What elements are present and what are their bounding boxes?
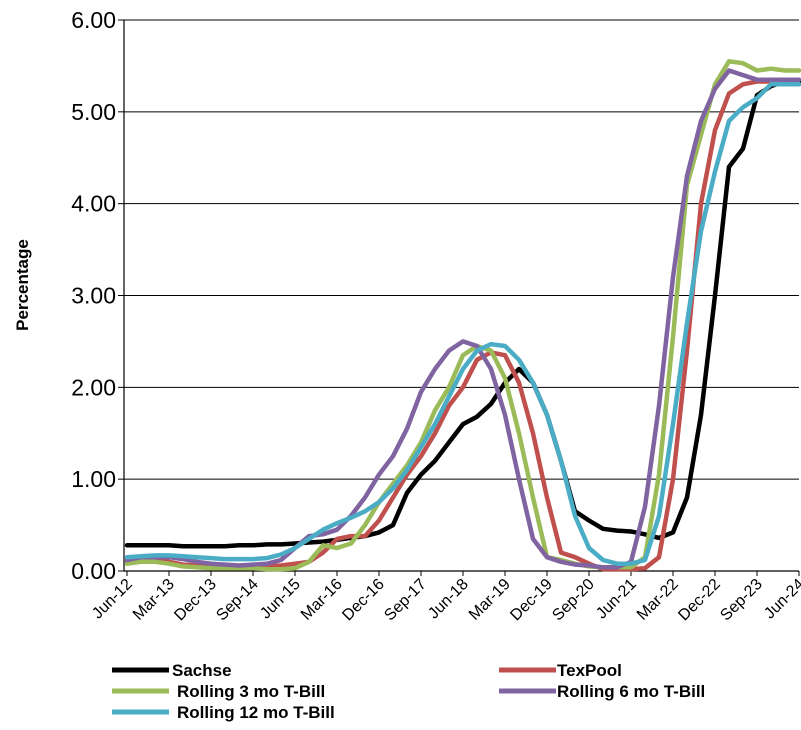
series-line-rolling-6-mo-t-bill — [124, 68, 801, 570]
series-line-texpool — [124, 79, 801, 572]
x-tick-label: Dec-13 — [171, 576, 220, 625]
legend-label-rolling-3-mo-t-bill: Rolling 3 mo T-Bill — [177, 682, 325, 701]
y-tick-label: 2.00 — [71, 374, 116, 400]
x-tick-label: Mar-22 — [634, 576, 682, 624]
x-tick-label: Jun-15 — [257, 576, 304, 623]
x-tick-label: Jun-24 — [761, 576, 801, 623]
y-tick-label: 5.00 — [71, 99, 116, 125]
x-tick-label: Jun-18 — [425, 576, 472, 623]
x-tick-label: Sep-20 — [549, 576, 598, 625]
x-tick-label: Jun-21 — [593, 576, 640, 623]
y-tick-labels: 0.00 1.00 2.00 3.00 4.00 5.00 6.00 — [71, 7, 116, 584]
y-tick-label: 0.00 — [71, 558, 116, 584]
x-tick-label: Dec-16 — [339, 576, 388, 625]
x-tick-label: Sep-14 — [213, 576, 262, 625]
x-tick-label: Sep-17 — [381, 576, 430, 625]
legend: Sachse TexPool Rolling 3 mo T-Bill Rolling … — [112, 661, 705, 722]
legend-label-rolling-6-mo-t-bill: Rolling 6 mo T-Bill — [557, 682, 705, 701]
y-tick-label: 4.00 — [71, 191, 116, 217]
legend-label-texpool: TexPool — [557, 661, 622, 680]
x-tick-labels: Jun-12Mar-13Dec-13Sep-14Jun-15Mar-16Dec-… — [89, 571, 801, 624]
gridlines — [118, 19, 799, 572]
series-line-sachse — [124, 79, 801, 549]
x-tick-label: Dec-19 — [507, 576, 556, 625]
x-tick-label: Dec-22 — [675, 576, 724, 625]
legend-label-rolling-12-mo-t-bill: Rolling 12 mo T-Bill — [177, 703, 335, 722]
series-lines — [124, 59, 801, 572]
series-line-rolling-12-mo-t-bill — [124, 82, 801, 566]
x-tick-label: Mar-16 — [298, 576, 346, 624]
y-tick-label: 3.00 — [71, 283, 116, 309]
x-tick-label: Mar-13 — [130, 576, 178, 624]
axes — [123, 20, 799, 572]
x-tick-label: Sep-23 — [717, 576, 766, 625]
x-tick-label: Mar-19 — [466, 576, 514, 624]
y-tick-label: 1.00 — [71, 466, 116, 492]
y-axis-label: Percentage — [13, 239, 32, 331]
legend-label-sachse: Sachse — [172, 661, 232, 680]
y-tick-label: 6.00 — [71, 7, 116, 33]
